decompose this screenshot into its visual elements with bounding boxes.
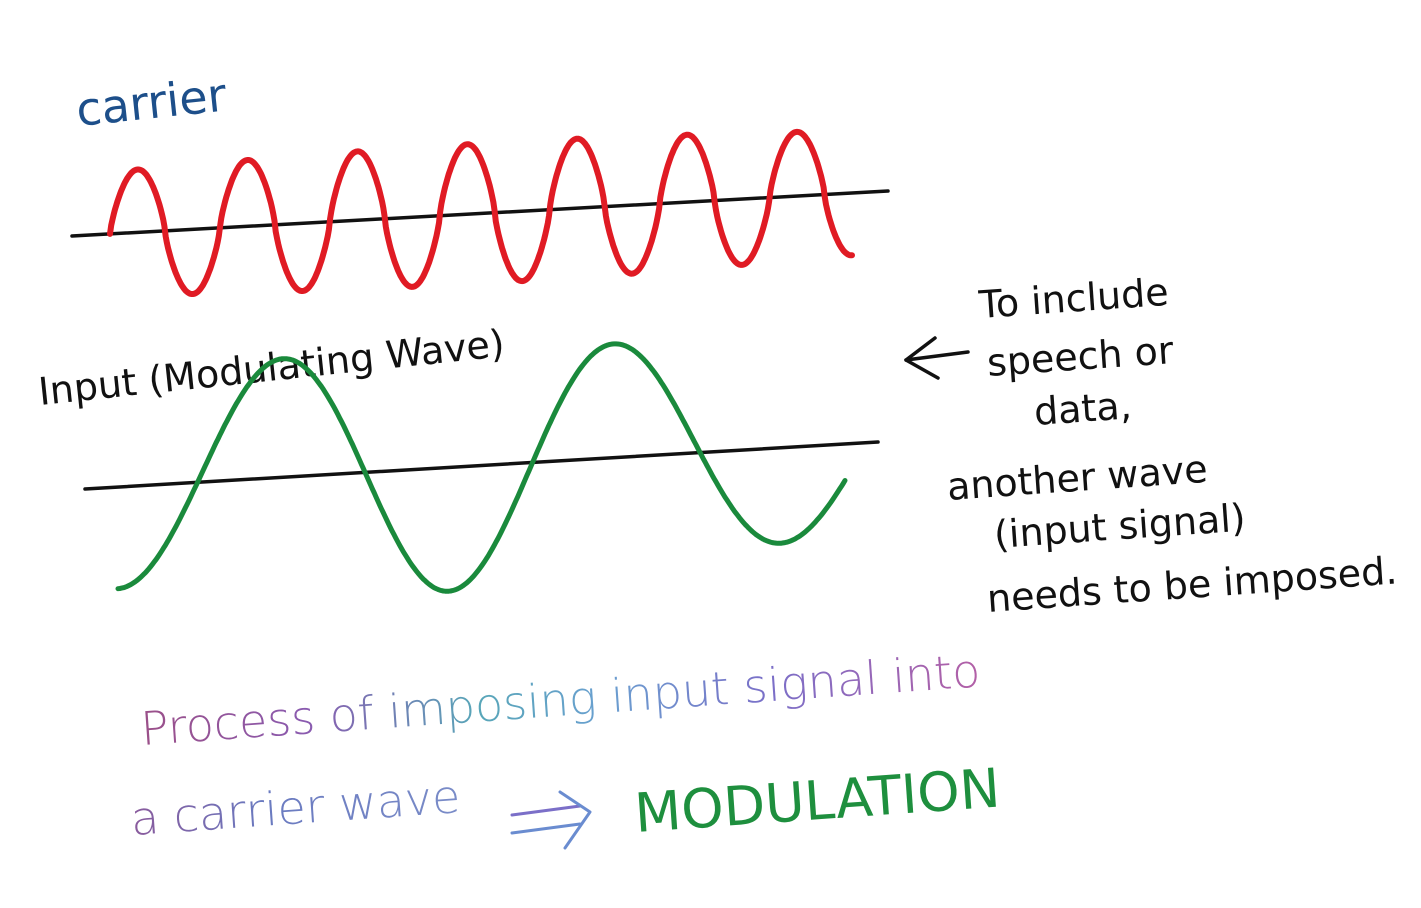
carrier-label: carrier	[74, 67, 229, 136]
input-wave-label: Input (Modulating Wave)	[36, 321, 506, 414]
note-line: speech or	[986, 328, 1176, 385]
note-line: data,	[1033, 383, 1134, 434]
carrier-wave	[107, 128, 855, 297]
modulating-wave	[115, 341, 848, 594]
note-line: (input signal)	[993, 496, 1247, 557]
caption-line-2: a carrier wave	[129, 769, 462, 846]
left-arrow-icon	[904, 336, 970, 380]
input-axis-line	[83, 440, 880, 491]
carrier-axis-line	[70, 189, 890, 238]
note-line: needs to be imposed.	[986, 548, 1399, 621]
caption-line-1: Process of imposing input signal into	[139, 643, 982, 756]
side-note: To include speech or data, another wave …	[946, 270, 1399, 621]
note-line: another wave	[946, 447, 1209, 509]
modulation-result: MODULATION	[633, 757, 1003, 845]
implies-arrow-icon	[510, 790, 592, 850]
note-line: To include	[977, 270, 1170, 327]
